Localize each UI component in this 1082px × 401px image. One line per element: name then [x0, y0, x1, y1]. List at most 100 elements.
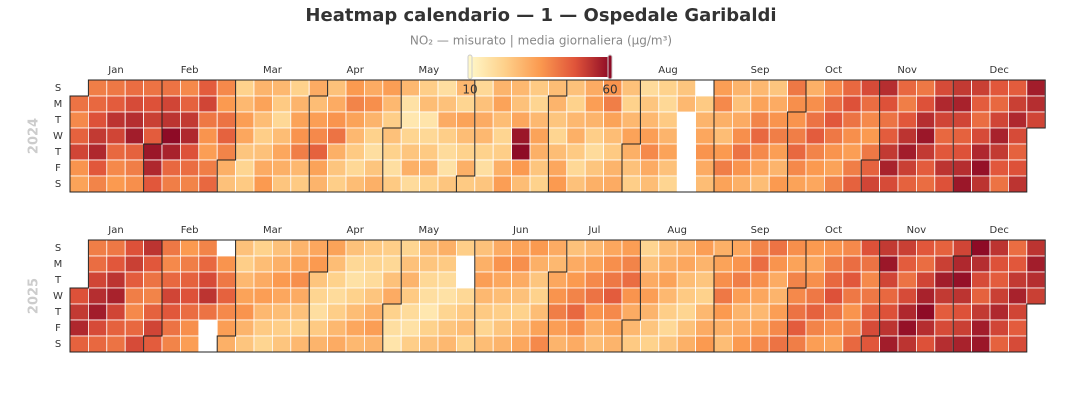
- day-cell: [824, 335, 844, 353]
- month-boundary: [308, 80, 329, 192]
- day-cell: [934, 143, 954, 161]
- day-cell: [400, 319, 421, 337]
- day-cell: [69, 111, 89, 129]
- day-cell: [161, 79, 181, 97]
- day-cell: [1008, 239, 1028, 257]
- day-cell: [842, 79, 862, 97]
- day-cell: [455, 319, 476, 337]
- day-cell: [1008, 255, 1028, 273]
- day-cell: [327, 239, 347, 257]
- day-cell: [235, 319, 255, 337]
- day-cell: [88, 143, 108, 161]
- day-cell: [290, 175, 310, 193]
- day-cell: [805, 79, 825, 97]
- month-boundary: [952, 240, 973, 352]
- day-cell: [732, 175, 752, 193]
- day-cell: [345, 111, 365, 129]
- day-cell: [916, 175, 936, 193]
- day-cell: [253, 175, 273, 193]
- day-cell: [69, 159, 89, 177]
- day-cell: [253, 303, 273, 321]
- day-cell: [548, 303, 568, 321]
- day-cell: [308, 127, 329, 145]
- day-cell: [916, 303, 936, 321]
- day-cell: [566, 271, 586, 289]
- day-cell: [824, 175, 844, 193]
- day-cell: [750, 239, 770, 257]
- day-cell: [511, 127, 531, 145]
- day-cell: [989, 335, 1009, 353]
- day-cell: [640, 335, 660, 353]
- day-cell: [584, 159, 605, 177]
- day-cell: [345, 95, 365, 113]
- day-cell: [143, 127, 163, 145]
- month-label: Feb: [181, 225, 199, 236]
- day-cell: [143, 255, 163, 273]
- day-cell: [474, 239, 494, 257]
- day-cell: [989, 159, 1009, 177]
- day-cell: [400, 79, 421, 97]
- day-cell: [713, 143, 733, 161]
- day-cell: [566, 159, 586, 177]
- day-cell: [382, 95, 402, 113]
- day-cell: [695, 319, 715, 337]
- day-cell: [529, 111, 549, 129]
- day-cell: [897, 127, 917, 145]
- day-cell: [897, 95, 917, 113]
- day-cell: [603, 239, 623, 257]
- day-cell: [455, 239, 476, 257]
- day-cell: [695, 159, 715, 177]
- day-cell: [88, 255, 108, 273]
- day-cell: [768, 95, 789, 113]
- day-cell: [474, 271, 494, 289]
- day-cell: [989, 239, 1009, 257]
- day-cell: [676, 95, 697, 113]
- day-cell: [492, 335, 513, 353]
- day-cell: [897, 271, 917, 289]
- day-cell: [842, 159, 862, 177]
- day-cell: [179, 319, 200, 337]
- day-cell: [640, 111, 660, 129]
- day-cell: [695, 255, 715, 273]
- month-label: Mar: [263, 65, 283, 76]
- day-cell: [860, 95, 881, 113]
- day-cell: [1008, 127, 1028, 145]
- day-cell: [805, 111, 825, 129]
- day-cell: [253, 111, 273, 129]
- day-cell: [805, 271, 825, 289]
- month-label: Apr: [347, 225, 365, 236]
- day-cell: [492, 255, 513, 273]
- day-cell: [455, 159, 476, 177]
- day-cell: [879, 303, 899, 321]
- day-cell: [308, 239, 329, 257]
- day-cell: [713, 239, 733, 257]
- day-cell: [400, 127, 421, 145]
- day-cell: [1026, 239, 1046, 257]
- month-label: Nov: [897, 65, 917, 76]
- day-cell: [584, 319, 605, 337]
- day-cell: [713, 287, 733, 305]
- day-cell: [271, 271, 292, 289]
- day-cell: [143, 111, 163, 129]
- day-cell: [676, 287, 697, 305]
- weekday-label: W: [53, 291, 63, 302]
- day-cell: [363, 271, 384, 289]
- day-cell: [88, 79, 108, 97]
- day-cell: [492, 287, 513, 305]
- visual-map-bar: [470, 57, 610, 77]
- day-cell: [345, 255, 365, 273]
- month-label: Jun: [512, 225, 529, 236]
- day-cell: [492, 175, 513, 193]
- day-cell: [345, 239, 365, 257]
- day-cell: [492, 79, 513, 97]
- day-cell: [1008, 79, 1028, 97]
- day-cell: [640, 79, 660, 97]
- day-cell: [511, 319, 531, 337]
- day-cell: [271, 319, 292, 337]
- day-cell: [842, 287, 862, 305]
- day-cell: [474, 303, 494, 321]
- day-cell: [161, 303, 181, 321]
- day-cell: [1008, 271, 1028, 289]
- day-cell: [290, 95, 310, 113]
- day-cell: [327, 79, 347, 97]
